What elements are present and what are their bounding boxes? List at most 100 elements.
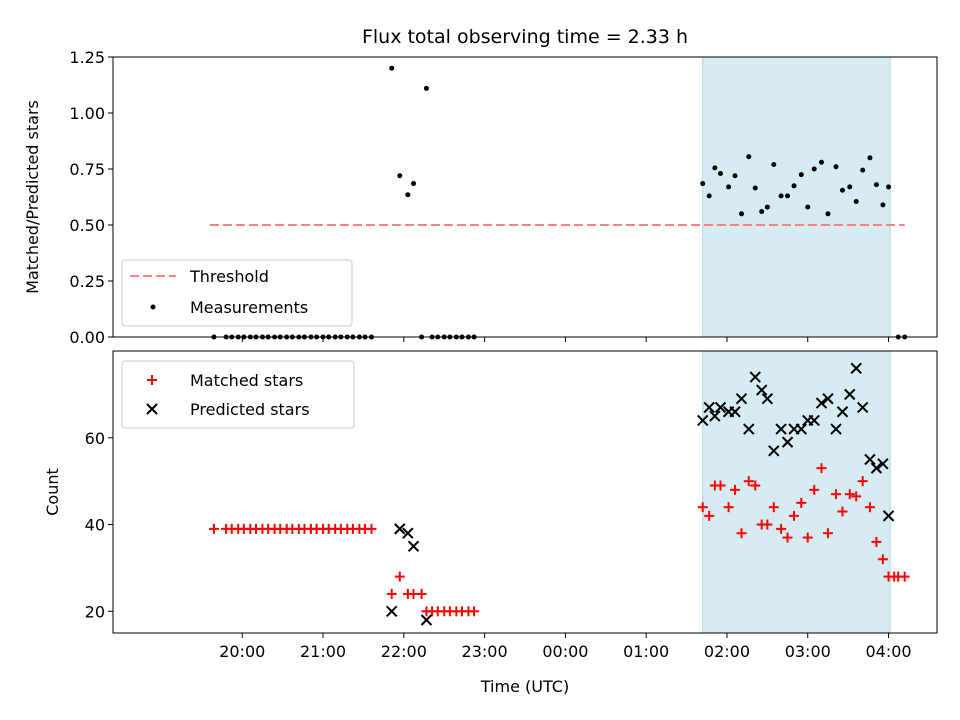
y-tick-label: 40: [85, 516, 105, 535]
measurement-point: [411, 181, 417, 187]
matched-point: [831, 489, 842, 500]
matched-points: [208, 463, 910, 617]
predicted-point: [743, 423, 755, 435]
predicted-point: [877, 458, 889, 470]
y-tick-label: 0.00: [69, 328, 105, 347]
predicted-point: [836, 406, 849, 418]
y-tick-label: 0.75: [69, 160, 105, 179]
predicted-point: [714, 401, 727, 414]
predicted-point: [882, 510, 895, 522]
predicted-point: [394, 523, 406, 535]
legend-matched-label: Matched stars: [190, 371, 303, 390]
x-tick-label: 23:00: [462, 642, 508, 661]
measurement-point: [759, 209, 765, 215]
measurement-point: [873, 182, 879, 188]
matched-point: [704, 510, 715, 521]
matched-point: [736, 528, 747, 539]
matched-point: [469, 606, 480, 617]
measurement-point: [778, 193, 784, 199]
measurement-point: [833, 164, 839, 170]
bottom-y-axis-label: Count: [43, 468, 62, 516]
matched-point: [851, 491, 862, 502]
predicted-point: [735, 393, 748, 405]
predicted-point: [420, 614, 433, 626]
matched-point: [844, 489, 855, 500]
matched-point: [864, 502, 875, 513]
y-tick-label: 0.25: [69, 272, 105, 291]
measurement-point: [847, 184, 853, 190]
top-y-ticks: 0.00 0.25 0.50 0.75 1.00 1.25: [69, 48, 113, 347]
measurement-point: [397, 173, 403, 179]
bottom-panel: 20 40 60 20:00 21:00 22:00 23:00 00:00 01:00 02:…: [43, 350, 938, 696]
predicted-point: [407, 540, 420, 552]
predicted-point: [755, 384, 768, 396]
predicted-point: [864, 453, 876, 466]
predicted-point: [703, 401, 715, 414]
matched-point: [208, 523, 219, 534]
predicted-points: [385, 362, 895, 626]
predicted-point: [709, 410, 721, 422]
measurement-point: [764, 204, 770, 210]
predicted-point: [830, 423, 842, 435]
measurement-point: [752, 185, 758, 191]
predicted-point: [768, 445, 780, 457]
legend-predicted-label: Predicted stars: [190, 400, 310, 419]
matched-point: [822, 528, 833, 539]
predicted-point: [761, 393, 774, 405]
measurement-point: [798, 172, 804, 178]
top-frame: [112, 56, 938, 338]
predicted-point: [781, 436, 794, 448]
predicted-point: [815, 397, 828, 409]
measurement-point: [389, 65, 395, 71]
measurement-point: [805, 204, 811, 210]
measurement-point: [423, 85, 429, 91]
measurement-point: [867, 155, 873, 161]
matched-point: [743, 476, 754, 487]
measurement-point: [818, 159, 824, 165]
measurement-point: [825, 211, 831, 217]
matched-point: [416, 588, 427, 599]
matched-point: [730, 484, 741, 495]
top-panel: 0.00 0.25 0.50 0.75 1.00 1.25 Matched/Predict…: [23, 48, 938, 347]
measurement-point: [706, 193, 712, 199]
matched-point: [697, 502, 708, 513]
bottom-highlight-span: [702, 350, 891, 634]
predicted-point: [844, 388, 856, 401]
x-tick-label: 04:00: [865, 642, 911, 661]
predicted-point: [775, 423, 787, 435]
bottom-y-ticks: 20 40 60: [85, 429, 113, 621]
matched-point: [386, 588, 397, 599]
matched-point: [723, 502, 734, 513]
predicted-point: [822, 393, 834, 405]
y-tick-label: 20: [85, 602, 105, 621]
bottom-frame: [112, 350, 938, 634]
legend-measurements-label: Measurements: [190, 298, 308, 317]
matched-point: [837, 506, 848, 517]
chart-title: Flux total observing time = 2.33 h: [362, 26, 688, 48]
measurement-point: [405, 192, 411, 198]
measurement-point: [853, 198, 859, 204]
legend-threshold-label: Threshold: [189, 267, 269, 286]
predicted-point: [850, 362, 862, 375]
top-legend-box: [121, 259, 353, 327]
matched-point: [796, 497, 807, 508]
matched-point: [776, 523, 787, 534]
matched-point: [768, 502, 779, 513]
measurement-point: [717, 170, 723, 176]
matched-point: [809, 484, 820, 495]
legend-matched-swatch: [147, 375, 157, 385]
matched-point: [857, 476, 868, 487]
predicted-point: [402, 527, 414, 539]
matched-point: [782, 532, 793, 543]
y-tick-label: 1.25: [69, 48, 105, 67]
legend-measurements-swatch: [150, 304, 156, 310]
bottom-legend-box: [121, 360, 355, 429]
x-axis-label: Time (UTC): [480, 677, 569, 696]
matched-point: [816, 463, 827, 474]
matched-point: [899, 571, 910, 582]
matched-point: [789, 510, 800, 521]
predicted-point: [870, 462, 883, 474]
measurement-point: [886, 184, 892, 190]
y-tick-label: 1.00: [69, 104, 105, 123]
